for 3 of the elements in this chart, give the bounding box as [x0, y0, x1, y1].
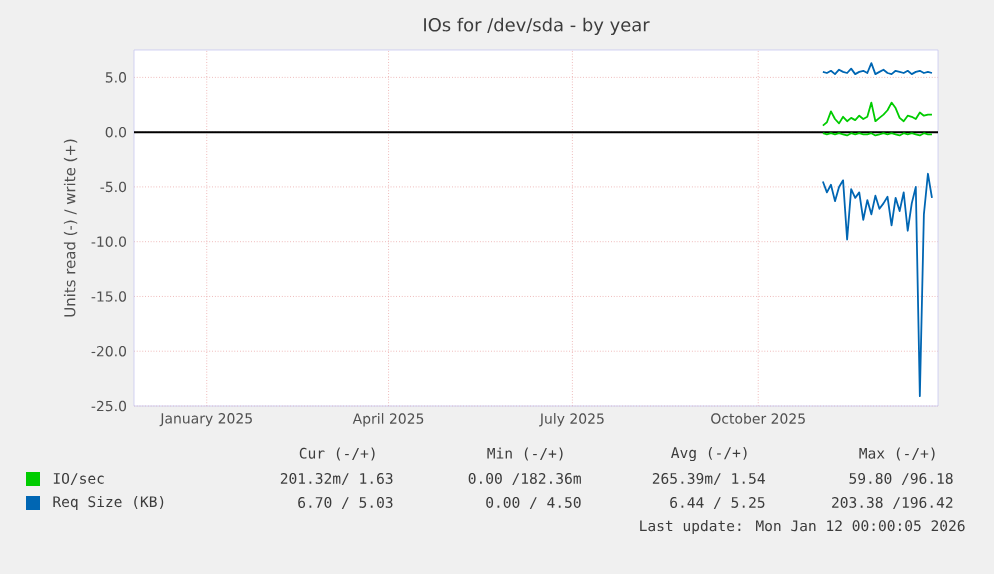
- line-series: [821, 172, 933, 398]
- line-series: [821, 101, 933, 127]
- chart-title: IOs for /dev/sda - by year: [424, 17, 650, 35]
